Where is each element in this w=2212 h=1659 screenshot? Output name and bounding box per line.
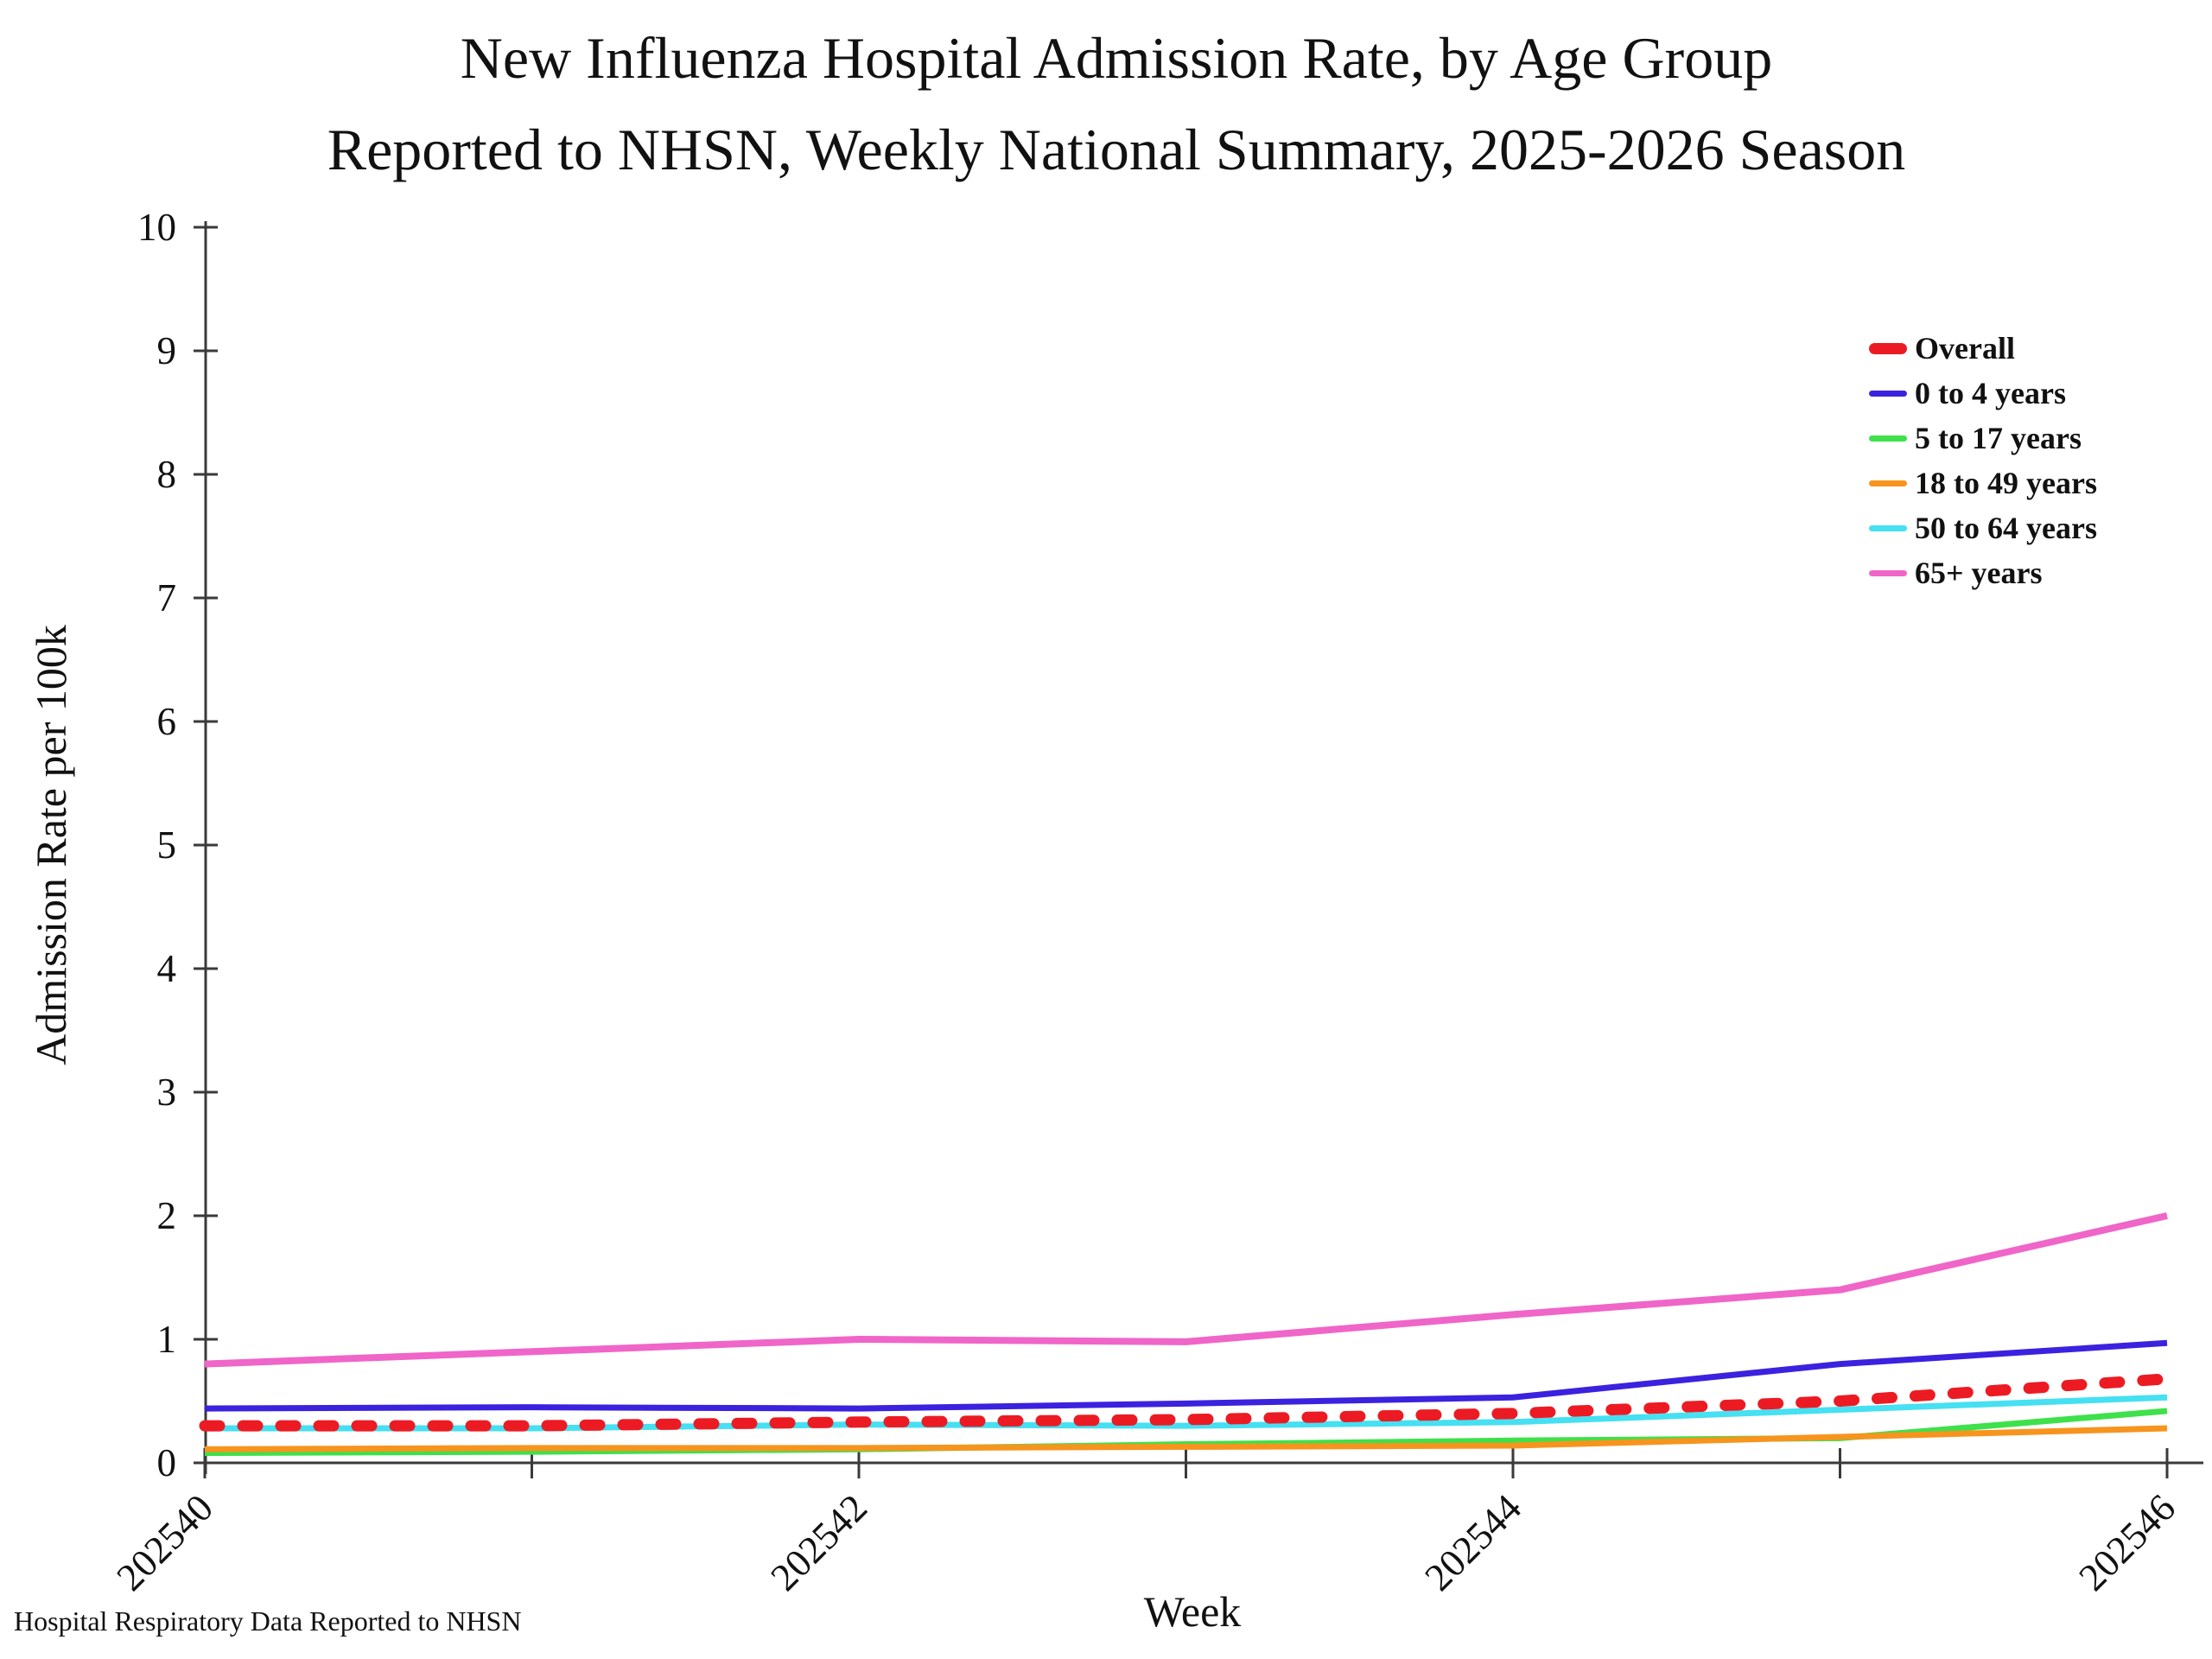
legend-row-0-to-4-years: 0 to 4 years	[1869, 371, 2097, 416]
legend-label-overall: Overall	[1915, 331, 2015, 365]
y-tick-label: 9	[157, 329, 177, 372]
x-tick-label: 202540	[108, 1486, 221, 1599]
y-tick-label: 3	[157, 1071, 177, 1114]
legend-row-50-to-64-years: 50 to 64 years	[1869, 505, 2097, 550]
y-tick-label: 5	[157, 823, 177, 867]
legend-swatch-5-to-17-years	[1869, 435, 1907, 442]
legend-row-5-to-17-years: 5 to 17 years	[1869, 416, 2097, 461]
legend-swatch-0-to-4-years	[1869, 390, 1907, 397]
legend-label-0-to-4-years: 0 to 4 years	[1915, 376, 2066, 410]
legend-row-overall: Overall	[1869, 326, 2097, 371]
series-line-65-years	[204, 1212, 2168, 1368]
y-tick-label: 8	[157, 453, 177, 496]
series-line-50-to-64-years	[205, 1394, 2168, 1432]
legend-swatch-65-years	[1869, 569, 1907, 576]
series-line-overall	[199, 1373, 2173, 1432]
y-tick-label: 10	[137, 206, 176, 249]
legend-label-50-to-64-years: 50 to 64 years	[1915, 511, 2097, 545]
y-tick-label: 2	[157, 1194, 177, 1237]
series-line-18-to-49-years	[204, 1425, 2168, 1452]
x-tick-label: 202546	[2070, 1486, 2183, 1599]
y-tick-label: 6	[157, 700, 177, 743]
legend: Overall 0 to 4 years 5 to 17 years 18 to 49…	[1869, 326, 2097, 595]
series-line-0-to-4-years	[204, 1339, 2168, 1412]
x-tick-label: 202542	[762, 1486, 875, 1599]
legend-label-18-to-49-years: 18 to 49 years	[1915, 466, 2097, 500]
y-tick-label: 7	[157, 576, 177, 620]
legend-row-18-to-49-years: 18 to 49 years	[1869, 461, 2097, 505]
chart-title: New Influenza Hospital Admission Rate, b…	[460, 25, 1773, 91]
legend-label-65-years: 65+ years	[1915, 556, 2043, 590]
legend-swatch-18-to-49-years	[1869, 480, 1907, 486]
legend-swatch-overall	[1869, 342, 1907, 354]
y-tick-label: 0	[157, 1441, 177, 1484]
legend-row-65-years: 65+ years	[1869, 550, 2097, 595]
legend-label-5-to-17-years: 5 to 17 years	[1915, 421, 2082, 455]
y-tick-label: 1	[157, 1318, 177, 1361]
x-tick-label: 202544	[1416, 1486, 1529, 1599]
chart-subtitle: Reported to NHSN, Weekly National Summar…	[327, 117, 1906, 182]
y-axis-title: Admission Rate per 100k	[27, 625, 75, 1065]
x-axis-title: Week	[1144, 1587, 1242, 1636]
source-note: Hospital Respiratory Data Reported to NH…	[14, 1605, 522, 1637]
legend-swatch-50-to-64-years	[1869, 524, 1907, 531]
y-tick-label: 4	[157, 947, 177, 990]
